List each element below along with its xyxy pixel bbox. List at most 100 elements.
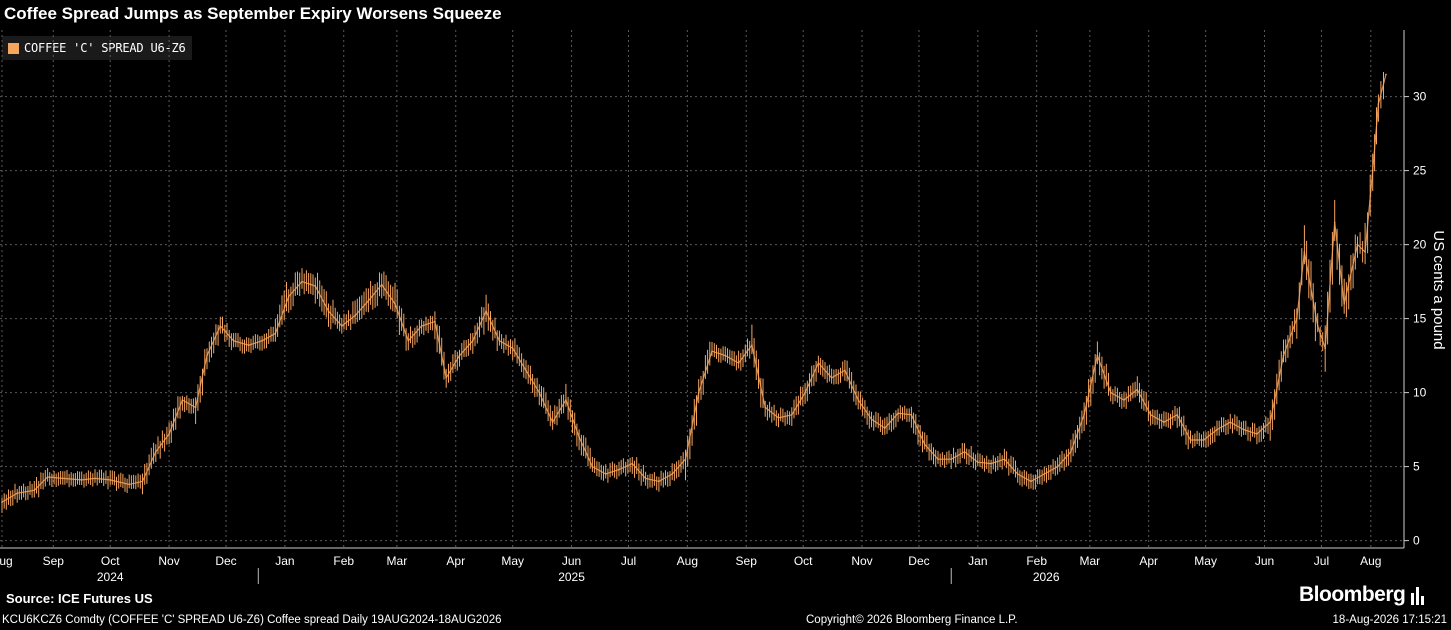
x-tick-label: Aug — [1360, 554, 1381, 568]
data-point — [897, 412, 899, 415]
data-point — [1, 501, 3, 503]
bloomberg-bars-icon — [1411, 585, 1425, 605]
data-point — [168, 433, 170, 435]
data-point — [1123, 399, 1125, 401]
data-point — [1356, 243, 1359, 246]
data-point — [1030, 480, 1032, 483]
data-point — [804, 391, 806, 394]
data-point — [1083, 414, 1085, 416]
data-point — [1149, 414, 1152, 416]
data-point — [248, 344, 250, 347]
data-point — [1202, 439, 1205, 441]
data-point — [1176, 414, 1178, 416]
bloomberg-logo: Bloomberg — [1299, 583, 1425, 607]
y-tick-label: 5 — [1413, 460, 1420, 474]
x-tick-label: Oct — [101, 554, 120, 568]
data-point — [671, 473, 673, 475]
data-point — [420, 325, 423, 327]
data-point — [565, 399, 567, 401]
series-line — [1, 74, 1387, 503]
data-point — [830, 377, 833, 379]
data-point — [62, 477, 64, 480]
data-point — [301, 280, 303, 283]
y-axis-labels: 0 5 10 15 20 25 30 — [1404, 90, 1427, 548]
data-point — [923, 443, 926, 446]
data-point — [1056, 465, 1059, 468]
data-point — [751, 344, 753, 347]
data-point — [578, 436, 580, 438]
data-point — [80, 479, 83, 481]
x-tick-label: Apr — [1139, 554, 1158, 568]
data-point — [963, 451, 966, 453]
data-point — [327, 310, 330, 313]
data-point — [394, 303, 396, 305]
x-axis-labels: Aug Sep Oct Nov Dec Jan Feb Mar Apr May Jun Jul Aug S… — [0, 554, 1381, 584]
data-point — [525, 369, 527, 372]
data-point — [341, 325, 343, 327]
data-point — [764, 406, 766, 409]
x-tick-label: Aug — [677, 554, 698, 568]
data-point — [458, 354, 461, 357]
x-tick-label: Dec — [215, 554, 236, 568]
chart-axes — [0, 30, 1405, 549]
data-point — [1136, 388, 1139, 391]
data-point — [1256, 433, 1258, 435]
y-tick-label: 25 — [1413, 164, 1427, 178]
data-point — [16, 492, 19, 495]
data-point — [658, 480, 660, 483]
data-point — [1296, 317, 1298, 320]
x-tick-label: Jan — [275, 554, 294, 568]
data-point — [1096, 354, 1099, 357]
footer-timestamp: 18-Aug-2026 17:15:21 — [1332, 614, 1447, 626]
data-point — [1229, 421, 1232, 424]
data-point — [1189, 439, 1192, 441]
x-year-label: 2024 — [97, 570, 124, 584]
data-point — [434, 320, 436, 323]
data-point — [591, 465, 594, 468]
data-point — [910, 414, 913, 416]
legend-label: COFFEE 'C' SPREAD U6-Z6 — [24, 41, 186, 55]
footer-description: KCU6KCZ6 Comdty (COFFEE 'C' SPREAD U6-Z6… — [2, 614, 502, 626]
x-tick-label: Apr — [446, 554, 465, 568]
data-point — [1163, 421, 1165, 424]
x-tick-label: Oct — [794, 554, 813, 568]
x-tick-label: Jul — [1314, 554, 1329, 568]
chart-gridlines — [0, 30, 1404, 548]
data-point — [777, 417, 780, 419]
data-point — [844, 369, 846, 372]
data-point — [1377, 103, 1380, 105]
data-point — [538, 391, 541, 394]
data-point — [354, 314, 356, 317]
data-point — [1216, 428, 1218, 431]
footer-copyright: Copyright© 2026 Bloomberg Finance L.P. — [806, 614, 1018, 626]
data-point — [618, 468, 620, 471]
data-point — [1242, 428, 1245, 431]
y-tick-label: 20 — [1413, 238, 1427, 252]
data-point — [407, 340, 410, 342]
data-point — [46, 476, 49, 478]
data-point — [181, 399, 184, 401]
x-tick-label: Jan — [968, 554, 987, 568]
data-point — [950, 458, 952, 461]
x-tick-label: Jun — [1255, 554, 1274, 568]
x-tick-label: Dec — [908, 554, 929, 568]
x-tick-label: Aug — [0, 554, 13, 568]
data-point — [1364, 251, 1366, 253]
data-point — [857, 399, 859, 401]
data-point — [684, 458, 687, 461]
data-point — [884, 427, 886, 429]
data-point — [155, 451, 157, 453]
data-point — [367, 300, 370, 302]
x-tick-label: May — [501, 554, 524, 568]
data-point — [870, 418, 873, 421]
legend-swatch — [8, 42, 19, 54]
data-point — [1371, 169, 1374, 172]
data-point — [1003, 458, 1006, 461]
data-point — [791, 414, 793, 416]
data-point — [724, 354, 727, 357]
data-point — [141, 480, 144, 483]
data-point — [485, 310, 487, 313]
x-tick-label: Mar — [387, 554, 408, 568]
x-tick-label: Jun — [562, 554, 581, 568]
